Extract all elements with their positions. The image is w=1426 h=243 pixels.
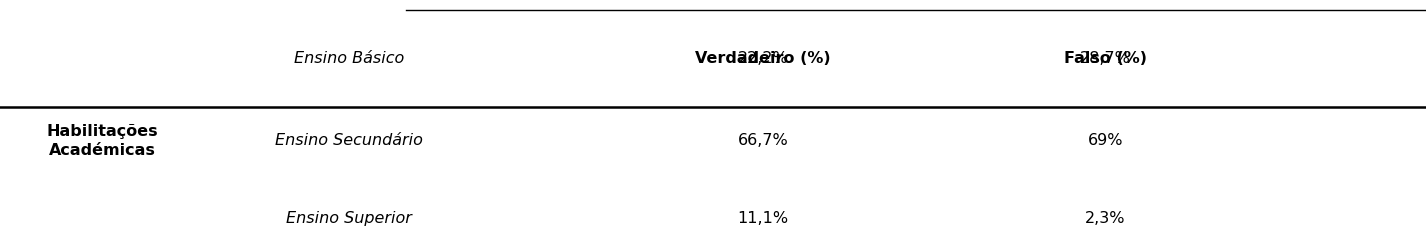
Text: 22,2%: 22,2%	[737, 51, 789, 66]
Text: Ensino Superior: Ensino Superior	[287, 211, 412, 226]
Text: 28,7%: 28,7%	[1079, 51, 1131, 66]
Text: Falso (%): Falso (%)	[1064, 51, 1147, 66]
Text: Habilitações
Académicas: Habilitações Académicas	[47, 123, 158, 158]
Text: Ensino Básico: Ensino Básico	[294, 51, 405, 66]
Text: Verdadeiro (%): Verdadeiro (%)	[694, 51, 831, 66]
Text: 2,3%: 2,3%	[1085, 211, 1125, 226]
Text: Ensino Secundário: Ensino Secundário	[275, 133, 424, 148]
Text: 11,1%: 11,1%	[737, 211, 789, 226]
Text: 66,7%: 66,7%	[737, 133, 789, 148]
Text: 69%: 69%	[1088, 133, 1122, 148]
